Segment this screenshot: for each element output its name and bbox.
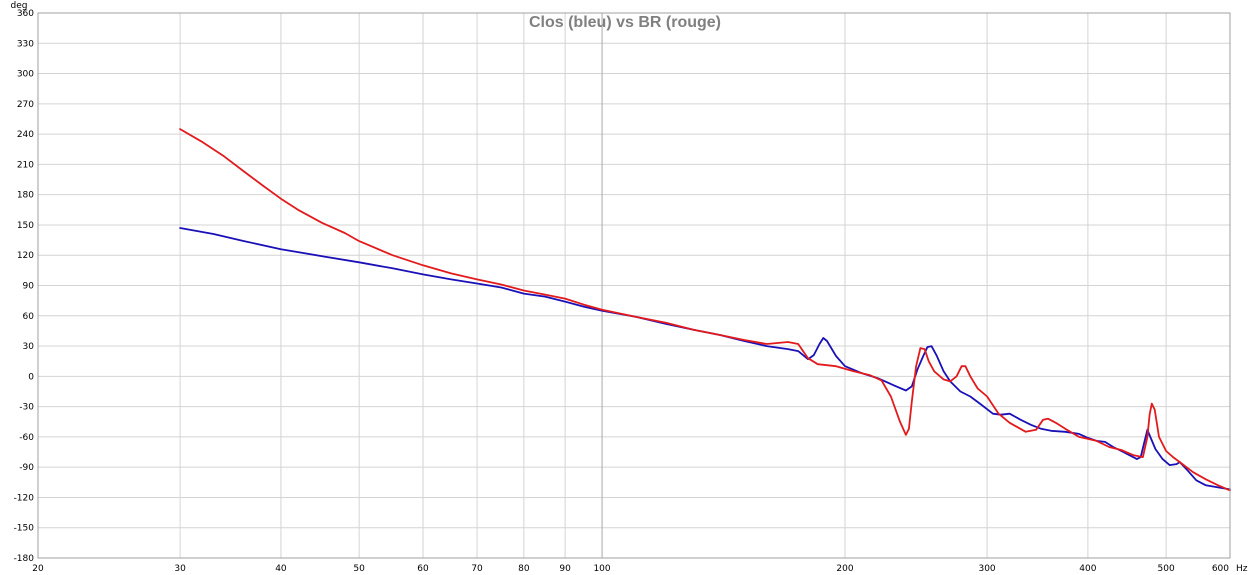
x-tick-label: 300	[978, 564, 995, 574]
y-tick-label: 150	[17, 221, 34, 231]
y-tick-label: 330	[17, 39, 34, 49]
grid	[38, 13, 1230, 558]
y-tick-label: 60	[23, 312, 35, 322]
y-tick-label: -90	[19, 463, 34, 473]
x-unit-label: Hz	[1236, 564, 1248, 574]
x-tick-label: 20	[32, 564, 44, 574]
plot-frame	[37, 12, 1231, 559]
y-tick-label: 210	[17, 160, 34, 170]
x-tick-label: 200	[836, 564, 853, 574]
y-tick-label: 300	[17, 70, 34, 80]
x-tick-label: 40	[275, 564, 287, 574]
y-tick-label: 90	[23, 282, 35, 292]
series-lines	[179, 128, 1231, 492]
y-tick-label: -120	[14, 493, 35, 503]
x-tick-label: 500	[1158, 564, 1175, 574]
x-tick-label: 70	[471, 564, 483, 574]
y-tick-label: 30	[23, 342, 35, 352]
series-line-blue	[179, 227, 1231, 491]
y-tick-label: -30	[19, 403, 34, 413]
x-tick-label: 400	[1079, 564, 1096, 574]
y-unit-label: deg	[11, 1, 28, 11]
y-tick-label: 180	[17, 191, 34, 201]
x-tick-label: 60	[417, 564, 429, 574]
series-line-red	[179, 128, 1231, 492]
y-tick-label: 120	[17, 251, 34, 261]
y-tick-label: 0	[28, 372, 34, 382]
y-tick-label: 240	[17, 130, 34, 140]
x-tick-label: 30	[174, 564, 186, 574]
x-tick-label: 50	[353, 564, 365, 574]
y-tick-label: -150	[14, 524, 35, 534]
y-tick-label: 360	[17, 9, 34, 19]
y-tick-label: 270	[17, 100, 34, 110]
x-tick-label: 80	[518, 564, 530, 574]
chart-title: Clos (bleu) vs BR (rouge)	[529, 14, 721, 31]
x-tick-label: 600	[1212, 564, 1229, 574]
x-tick-label: 100	[593, 564, 610, 574]
y-tick-label: -180	[14, 554, 35, 564]
y-tick-label: -60	[19, 433, 34, 443]
tick-labels: 3603303002702402101801501209060300-30-60…	[14, 9, 1230, 574]
x-tick-label: 90	[559, 564, 571, 574]
